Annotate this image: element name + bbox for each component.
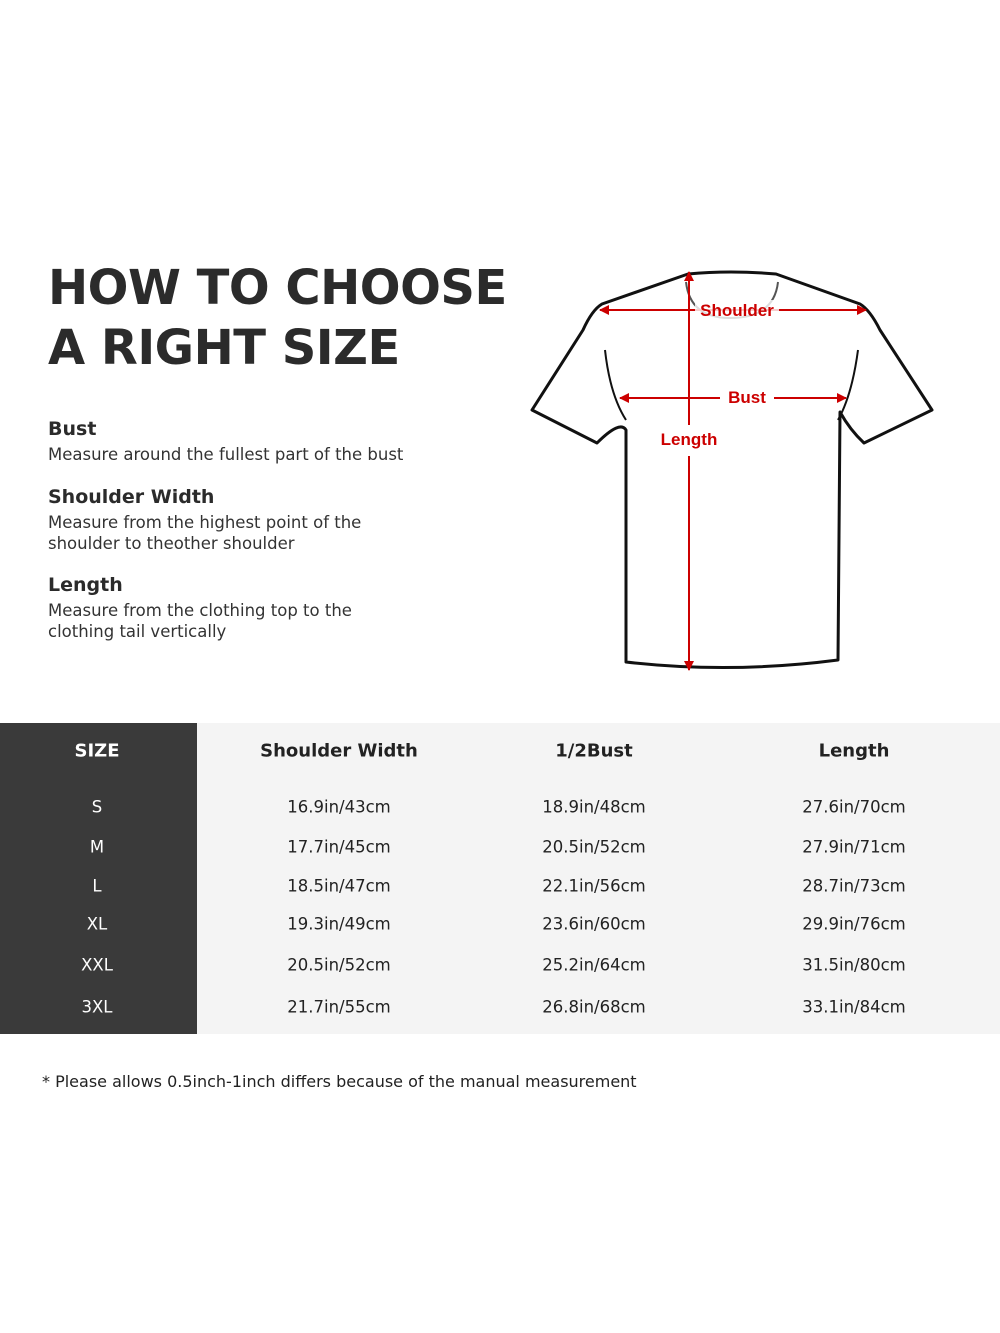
size-label: 3XL (81, 997, 113, 1017)
table-cell: 19.3in/49cm (287, 914, 391, 934)
column-header: Shoulder Width (260, 740, 418, 762)
measurement-note: * Please allows 0.5inch-1inch differs be… (42, 1072, 637, 1091)
table-cell: 20.5in/52cm (542, 837, 646, 857)
table-cell: 16.9in/43cm (287, 797, 391, 817)
table-cell: 33.1in/84cm (802, 997, 906, 1017)
size-label: XXL (81, 955, 113, 975)
table-cell: 27.9in/71cm (802, 837, 906, 857)
table-cell: 29.9in/76cm (802, 914, 906, 934)
column-header: SIZE (74, 740, 120, 762)
table-cell: 27.6in/70cm (802, 797, 906, 817)
table-cell: 22.1in/56cm (542, 876, 646, 896)
definition-text: Measure from the highest point of the sh… (48, 513, 362, 553)
definition-length: Length Measure from the clothing top to … (48, 574, 378, 642)
bust-label: Bust (728, 388, 766, 407)
table-cell: 28.7in/73cm (802, 876, 906, 896)
size-label: S (91, 797, 103, 817)
size-column (0, 723, 197, 1034)
table-cell: 18.9in/48cm (542, 797, 646, 817)
definition-text: Measure from the clothing top to the clo… (48, 601, 352, 641)
size-label: M (89, 837, 105, 857)
table-cell: 20.5in/52cm (287, 955, 391, 975)
table-cell: 17.7in/45cm (287, 837, 391, 857)
table-cell: 18.5in/47cm (287, 876, 391, 896)
table-cell: 31.5in/80cm (802, 955, 906, 975)
table-cell: 21.7in/55cm (287, 997, 391, 1017)
page-title: HOW TO CHOOSE A RIGHT SIZE (48, 258, 507, 378)
length-label: Length (661, 430, 718, 449)
table-cell: 23.6in/60cm (542, 914, 646, 934)
shoulder-label: Shoulder (700, 301, 774, 320)
title-line-1: HOW TO CHOOSE (48, 260, 507, 316)
definition-text: Measure around the fullest part of the b… (48, 445, 404, 464)
size-table: SIZE Shoulder Width 1/2Bust Length S 16.9in/4… (0, 723, 1000, 1034)
column-header: Length (818, 740, 890, 762)
definition-bust: Bust Measure around the fullest part of … (48, 418, 468, 465)
size-label: XL (86, 914, 108, 934)
size-label: L (92, 876, 102, 896)
tshirt-diagram: Shoulder Bust Length (530, 270, 934, 671)
title-line-2: A RIGHT SIZE (48, 320, 400, 376)
definition-term: Length (48, 574, 123, 596)
definition-shoulder-width: Shoulder Width Measure from the highest … (48, 486, 388, 554)
column-header: 1/2Bust (555, 740, 633, 762)
tshirt-outline (530, 270, 934, 670)
table-cell: 26.8in/68cm (542, 997, 646, 1017)
definition-term: Shoulder Width (48, 486, 215, 508)
definition-term: Bust (48, 418, 97, 440)
table-cell: 25.2in/64cm (542, 955, 646, 975)
